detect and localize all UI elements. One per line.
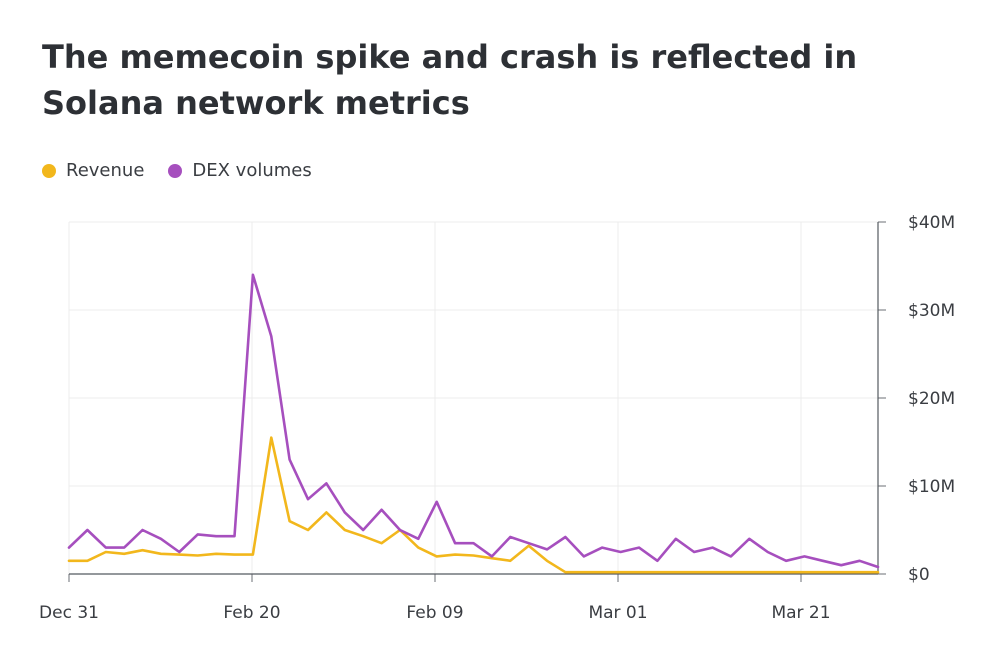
tick-labels: $0 $10M $20M $30M $40M Dec 31 Feb 20 Feb 09 Mar … xyxy=(39,213,955,623)
series-line-dex-volumes xyxy=(67,273,880,569)
series-line-revenue xyxy=(67,436,880,574)
gridlines xyxy=(68,221,878,574)
y-tick-label: $10M xyxy=(908,477,955,497)
chart-title: The memecoin spike and crash is reflecte… xyxy=(42,38,858,122)
legend-label-dex-volumes: DEX volumes xyxy=(192,160,312,181)
x-tick-label: Feb 09 xyxy=(406,603,463,623)
x-tick-label: Mar 01 xyxy=(588,603,647,623)
legend-item-dex-volumes[interactable]: DEX volumes xyxy=(168,160,312,181)
legend: Revenue DEX volumes xyxy=(42,160,312,181)
y-tick-label: $20M xyxy=(908,389,955,409)
x-tick-label: Mar 21 xyxy=(771,603,830,623)
x-tick-label: Dec 31 xyxy=(39,603,99,623)
axes xyxy=(68,221,886,582)
legend-dot-dex-volumes-icon xyxy=(168,163,183,178)
legend-dot-revenue-icon xyxy=(42,163,56,178)
legend-label-revenue: Revenue xyxy=(66,160,145,181)
series-lines xyxy=(67,273,880,574)
y-tick-label: $30M xyxy=(908,301,955,321)
y-tick-label: $40M xyxy=(908,213,955,233)
legend-item-revenue[interactable]: Revenue xyxy=(42,160,144,181)
y-tick-label: $0 xyxy=(908,565,930,585)
x-tick-label: Feb 20 xyxy=(223,603,280,623)
